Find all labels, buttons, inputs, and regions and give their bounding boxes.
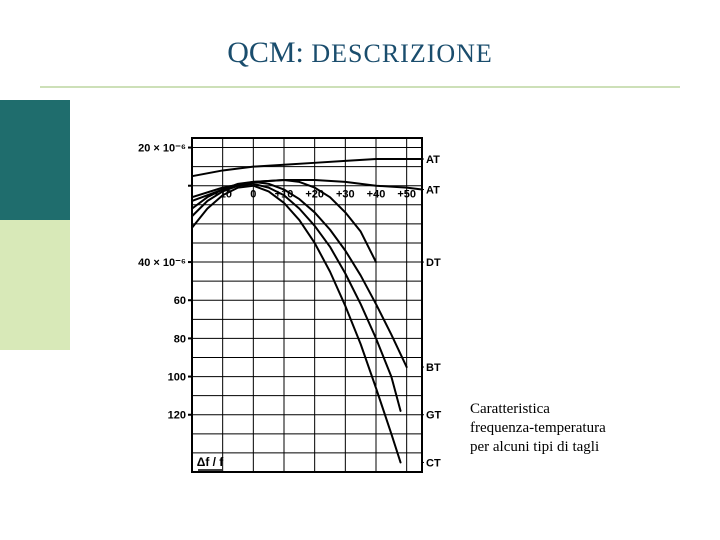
- svg-text:40 × 10⁻⁶: 40 × 10⁻⁶: [138, 257, 186, 269]
- title-underline: [40, 86, 680, 88]
- svg-text:AT: AT: [426, 154, 440, 166]
- title-sub: DESCRIZIONE: [311, 39, 492, 68]
- svg-text:AT: AT: [426, 185, 440, 197]
- chart-container: −100+10+20+30+40+5020 × 10⁻⁶40 × 10⁻⁶608…: [120, 130, 460, 500]
- svg-text:120: 120: [168, 410, 186, 422]
- sidebar-accent-bottom: [0, 220, 70, 350]
- title-main: QCM:: [227, 36, 304, 69]
- chart-caption: Caratteristica frequenza-temperatura per…: [470, 400, 670, 456]
- svg-text:0: 0: [250, 189, 256, 201]
- freq-temp-chart: −100+10+20+30+40+5020 × 10⁻⁶40 × 10⁻⁶608…: [120, 130, 460, 500]
- svg-text:+30: +30: [336, 189, 355, 201]
- svg-text:DT: DT: [426, 257, 441, 269]
- svg-text:80: 80: [174, 333, 186, 345]
- caption-line2: frequenza-temperatura: [470, 420, 606, 436]
- sidebar-accent-top: [0, 100, 70, 220]
- svg-text:20 × 10⁻⁶: 20 × 10⁻⁶: [138, 143, 186, 155]
- caption-line1: Caratteristica: [470, 401, 550, 417]
- svg-text:+50: +50: [397, 189, 416, 201]
- svg-text:Δf / f: Δf / f: [197, 455, 225, 469]
- svg-text:60: 60: [174, 295, 186, 307]
- svg-text:CT: CT: [426, 457, 441, 469]
- svg-text:BT: BT: [426, 362, 441, 374]
- caption-line3: per alcuni tipi di tagli: [470, 439, 599, 455]
- svg-text:+40: +40: [367, 189, 386, 201]
- svg-text:100: 100: [168, 372, 186, 384]
- slide-title: QCM: DESCRIZIONE: [0, 36, 720, 70]
- svg-text:GT: GT: [426, 410, 442, 422]
